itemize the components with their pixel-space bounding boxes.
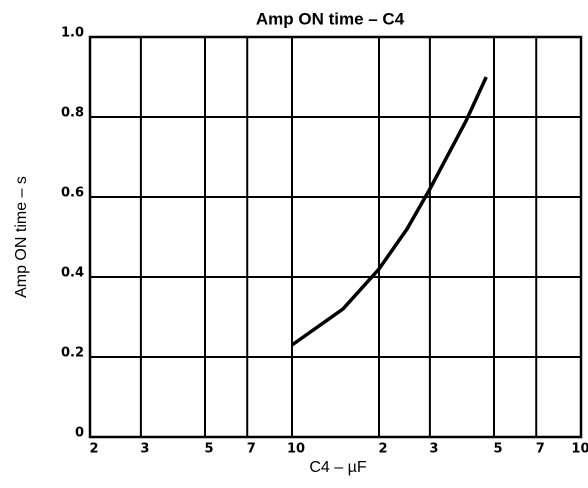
y-tick-label: 0.8: [61, 106, 84, 121]
x-tick-label: 3: [429, 442, 438, 457]
y-tick-label: 1.0: [61, 26, 84, 41]
y-tick-label: 0.4: [61, 266, 84, 281]
x-tick-label: 5: [204, 442, 213, 457]
x-tick-label: 2: [89, 442, 98, 457]
x-tick-label: 2: [378, 442, 387, 457]
chart-title: Amp ON time – C4: [256, 9, 405, 28]
y-tick-label: 0: [75, 426, 84, 441]
x-tick-label: 5: [493, 442, 502, 457]
x-tick-label: 7: [247, 442, 256, 457]
x-tick-label: 3: [140, 442, 149, 457]
plot-frame: [88, 35, 583, 439]
data-line: [290, 76, 488, 347]
x-axis-label: C4 – µF: [309, 459, 366, 476]
y-tick-label: 0.2: [61, 346, 84, 361]
x-tick-label: 7: [536, 442, 545, 457]
x-tick-label: 10: [287, 442, 305, 457]
y-tick-label: 0.6: [61, 186, 84, 201]
x-tick-label: 100: [571, 442, 588, 457]
y-axis-label: Amp ON time – s: [13, 176, 30, 298]
